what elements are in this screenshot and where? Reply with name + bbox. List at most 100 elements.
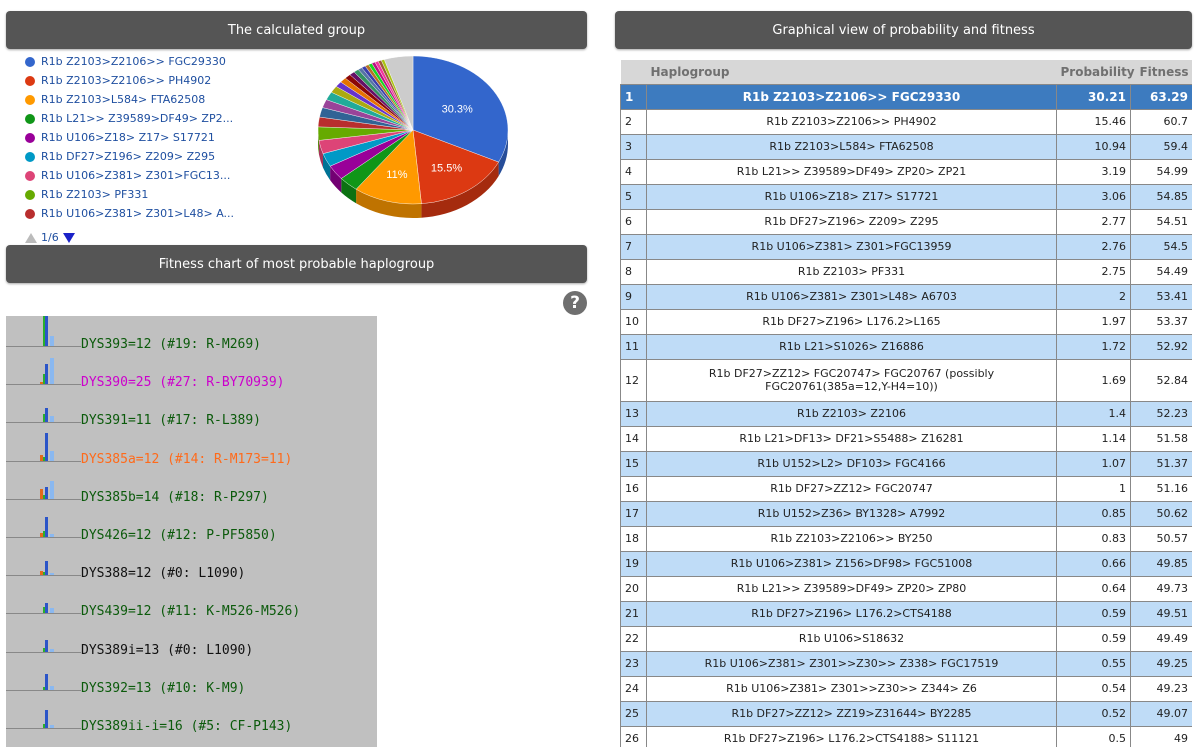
table-row[interactable]: 24 R1b U106>Z381> Z301>>Z30>> Z344> Z6 0.5… [620,675,1192,702]
table-row[interactable]: 1 R1b Z2103>Z2106>> FGC29330 30.21 63.29 [620,83,1192,110]
fitness-row: DYS391=11 (#17: R-L389) [6,392,377,430]
fitness-row: DYS389i=13 (#0: L1090) [6,622,377,660]
table-row[interactable]: 4 R1b L21>> Z39589>DF49> ZP20> ZP21 3.19 54… [620,158,1192,185]
cell-probability: 0.54 [1056,675,1131,702]
table-row[interactable]: 12 R1b DF27>ZZ12> FGC20747> FGC20767 (pos… [620,358,1192,402]
legend-swatch [25,94,35,105]
pie-slice-side [356,189,422,218]
cell-haplogroup: R1b U152>L2> DF103> FGC4166 [646,450,1057,477]
pie-slice[interactable] [383,56,414,131]
fitness-bar [45,603,48,614]
cell-fitness: 59.4 [1130,133,1192,160]
cell-probability: 0.52 [1056,700,1131,727]
fitness-row: DYS388=12 (#0: L1090) [6,545,377,583]
table-row[interactable]: 15 R1b U152>L2> DF103> FGC4166 1.07 51.37 [620,450,1192,477]
fitness-baseline [6,346,81,347]
col-fitness-header[interactable]: Fitness [1130,60,1192,84]
pie-slice[interactable] [412,56,509,163]
pie-slice[interactable] [355,129,422,205]
cell-fitness: 63.29 [1130,83,1192,110]
legend-item[interactable]: R1b Z2103>L584> FTA62508 [25,90,295,109]
cell-haplogroup: R1b Z2103>Z2106>> PH4902 [646,108,1057,135]
cell-probability: 30.21 [1056,83,1131,110]
legend-pager: 1/6 [25,231,75,244]
cell-haplogroup: R1b U106>Z381> Z301>FGC13959 [646,233,1057,260]
cell-probability: 1.69 [1056,358,1131,402]
legend-item[interactable]: R1b Z2103> PF331 [25,185,295,204]
table-row[interactable]: 7 R1b U106>Z381> Z301>FGC13959 2.76 54.5 [620,233,1192,260]
pie-slice-label: 30.3% [442,103,473,115]
cell-fitness: 50.57 [1130,525,1192,552]
cell-rank: 24 [620,675,647,702]
fitness-marker-label: DYS392=13 (#10: K-M9) [81,680,246,696]
fitness-row: DYS439=12 (#11: K-M526-M526) [6,583,377,621]
table-row[interactable]: 22 R1b U106>S18632 0.59 49.49 [620,625,1192,652]
table-row[interactable]: 21 R1b DF27>Z196> L176.2>CTS4188 0.59 49.51 [620,600,1192,627]
fitness-marker-label: DYS439=12 (#11: K-M526-M526) [81,604,301,620]
legend-item[interactable]: R1b U106>Z381> Z301>FGC13... [25,166,295,185]
help-icon[interactable]: ? [563,291,587,315]
legend-item[interactable]: R1b Z2103>Z2106>> PH4902 [25,71,295,90]
table-row[interactable]: 20 R1b L21>> Z39589>DF49> ZP20> ZP80 0.64 4… [620,575,1192,602]
table-row[interactable]: 9 R1b U106>Z381> Z301>L48> A6703 2 53.41 [620,283,1192,310]
pie-slice-side [318,140,323,168]
table-row[interactable]: 14 R1b L21>DF13> DF21>S5488> Z16281 1.14 51… [620,425,1192,452]
legend-item[interactable]: R1b L21>> Z39589>DF49> ZP2... [25,109,295,128]
cell-haplogroup: R1b L21>> Z39589>DF49> ZP20> ZP21 [646,158,1057,185]
table-row[interactable]: 10 R1b DF27>Z196> L176.2>L165 1.97 53.37 [620,308,1192,335]
pager-up-icon[interactable] [25,232,37,243]
col-probability-header[interactable]: Probability [1056,60,1135,84]
cell-fitness: 49.49 [1130,625,1192,652]
cell-fitness: 54.85 [1130,183,1192,210]
table-row[interactable]: 8 R1b Z2103> PF331 2.75 54.49 [620,258,1192,285]
legend-item[interactable]: R1b U106>Z381> Z301>L48> A... [25,204,295,223]
fitness-baseline [6,613,81,615]
table-row[interactable]: 23 R1b U106>Z381> Z301>>Z30>> Z338> FGC17… [620,650,1192,677]
cell-rank: 14 [620,425,647,452]
cell-rank: 23 [620,650,647,677]
fitness-row: DYS393=12 (#19: R-M269) [6,316,377,354]
cell-haplogroup: R1b Z2103> PF331 [646,258,1057,285]
fitness-bar [50,480,54,499]
cell-haplogroup: R1b U106>S18632 [646,625,1057,652]
fitness-baseline [6,498,81,500]
legend-swatch [25,151,35,162]
table-row[interactable]: 6 R1b DF27>Z196> Z209> Z295 2.77 54.51 [620,208,1192,235]
table-row[interactable]: 3 R1b Z2103>L584> FTA62508 10.94 59.4 [620,133,1192,160]
col-haplogroup-header[interactable]: Haplogroup [646,60,1057,84]
fitness-baseline [6,537,81,538]
fitness-bar [45,364,48,385]
legend-item[interactable]: R1b DF27>Z196> Z209> Z295 [25,147,295,166]
pager-down-icon[interactable] [62,232,75,243]
fitness-row: DYS392=13 (#10: K-M9) [6,660,377,698]
cell-haplogroup: R1b U106>Z381> Z301>>Z30>> Z344> Z6 [646,675,1057,702]
table-row[interactable]: 5 R1b U106>Z18> Z17> S17721 3.06 54.85 [620,183,1192,210]
table-row[interactable]: 13 R1b Z2103> Z2106 1.4 52.23 [620,400,1192,427]
table-row[interactable]: 26 R1b DF27>Z196> L176.2>CTS4188> S11121 0… [620,725,1192,747]
col-rank-header[interactable] [620,60,647,84]
legend-label: R1b Z2103>Z2106>> PH4902 [41,74,212,87]
table-row[interactable]: 18 R1b Z2103>Z2106>> BY250 0.83 50.57 [620,525,1192,552]
fitness-bar [43,531,45,537]
cell-haplogroup: R1b DF27>ZZ12> FGC20747 [646,475,1057,502]
legend-item[interactable]: R1b U106>Z18> Z17> S17721 [25,128,295,147]
table-row[interactable]: 17 R1b U152>Z36> BY1328> A7992 0.85 50.62 [620,500,1192,527]
cell-rank: 7 [620,233,647,260]
table-row[interactable]: 19 R1b U106>Z381> Z156>DF98> FGC51008 0.66… [620,550,1192,577]
cell-fitness: 49.25 [1130,650,1192,677]
legend-swatch [25,189,35,200]
fitness-bar [45,561,48,576]
table-row[interactable]: 11 R1b L21>S1026> Z16886 1.72 52.92 [620,333,1192,360]
table-row[interactable]: 25 R1b DF27>ZZ12> ZZ19>Z31644> BY2285 0.52… [620,700,1192,727]
table-row[interactable]: 16 R1b DF27>ZZ12> FGC20747 1 51.16 [620,475,1192,502]
table-row[interactable]: 2 R1b Z2103>Z2106>> PH4902 15.46 60.7 [620,108,1192,135]
cell-rank: 6 [620,208,647,235]
legend-item[interactable]: R1b Z2103>Z2106>> FGC29330 [25,52,295,71]
cell-rank: 17 [620,500,647,527]
cell-fitness: 52.84 [1130,358,1192,402]
cell-haplogroup: R1b U152>Z36> BY1328> A7992 [646,500,1057,527]
pie-slice[interactable] [412,129,499,204]
cell-rank: 19 [620,550,647,577]
legend-swatch [25,132,35,143]
fitness-row: DYS385b=14 (#18: R-P297) [6,469,377,507]
